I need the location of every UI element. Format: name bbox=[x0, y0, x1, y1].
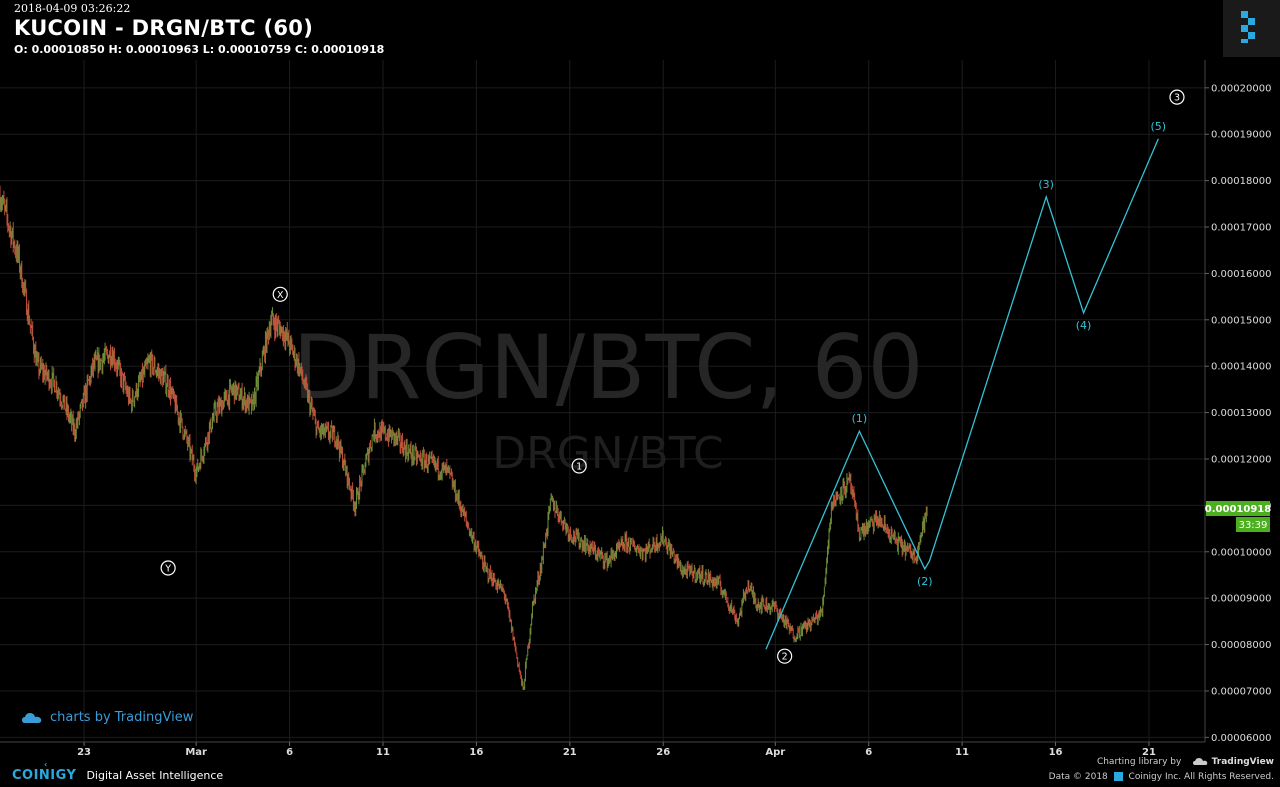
wave-label: (4) bbox=[1076, 319, 1092, 332]
copyright-year: Data © 2018 bbox=[1048, 772, 1108, 782]
y-tick-label: 0.00013000 bbox=[1211, 408, 1271, 419]
x-tick-label: 21 bbox=[1142, 747, 1156, 758]
axes bbox=[0, 60, 1206, 743]
last-price-tag: 0.00010918 33:39 bbox=[1205, 501, 1271, 532]
y-tick-label: 0.00019000 bbox=[1211, 130, 1271, 141]
footer-branding: ‹ COINIGY Digital Asset Intelligence bbox=[12, 760, 224, 783]
y-tick-label: 0.00018000 bbox=[1211, 176, 1271, 187]
wave-marker-circle bbox=[777, 648, 793, 664]
x-tick-label: 11 bbox=[376, 747, 390, 758]
bar-countdown: 33:39 bbox=[1239, 520, 1268, 531]
x-tick-label: 26 bbox=[656, 747, 670, 758]
wave-marker-label: X bbox=[277, 290, 284, 301]
x-tick-label: 6 bbox=[286, 747, 293, 758]
y-tick-label: 0.00017000 bbox=[1211, 223, 1271, 234]
watermark-big: DRGN/BTC, 60 bbox=[293, 316, 924, 419]
x-tick-label: 6 bbox=[865, 747, 872, 758]
wave-marker-label: 1 bbox=[576, 461, 582, 472]
coinigy-caret-icon: ‹ bbox=[44, 760, 48, 769]
tradingview-link[interactable]: TradingView bbox=[1211, 757, 1274, 767]
x-tick-label: 23 bbox=[77, 747, 91, 758]
wave-label: (2) bbox=[917, 575, 933, 588]
coinigy-small-icon bbox=[1113, 772, 1123, 781]
tradingview-badge[interactable]: charts by TradingView bbox=[22, 710, 193, 725]
coinigy-logo-box[interactable] bbox=[1223, 0, 1280, 57]
ohlc-readout: O: 0.00010850 H: 0.00010963 L: 0.0001075… bbox=[14, 43, 385, 56]
y-tick-label: 0.00016000 bbox=[1211, 269, 1271, 280]
coinigy-logo-icon bbox=[1241, 11, 1255, 43]
wave-marker-circle bbox=[160, 560, 176, 576]
candles bbox=[0, 185, 928, 691]
watermark: DRGN/BTC, 60 DRGN/BTC bbox=[293, 316, 924, 479]
y-tick-label: 0.00015000 bbox=[1211, 315, 1271, 326]
chart-title: KUCOIN - DRGN/BTC (60) bbox=[14, 16, 314, 40]
y-tick-label: 0.00012000 bbox=[1211, 454, 1271, 465]
y-tick-label: 0.00009000 bbox=[1211, 594, 1271, 605]
tradingview-badge-text: charts by TradingView bbox=[50, 710, 194, 725]
tradingview-cloud-icon bbox=[1192, 758, 1208, 765]
copyright-text: Coinigy Inc. All Rights Reserved. bbox=[1128, 772, 1274, 782]
y-tick-label: 0.00008000 bbox=[1211, 640, 1271, 651]
coinigy-text: COINIGY bbox=[12, 768, 77, 783]
countdown-bg bbox=[1236, 517, 1270, 532]
y-tick-label: 0.00007000 bbox=[1211, 686, 1271, 697]
price-axis[interactable]: 0.00020000 0.00019000 0.00018000 0.00017000… bbox=[1205, 83, 1271, 744]
wave-annotations: X Y 1 2 3 bbox=[160, 89, 1185, 664]
elliott-wave-projection: (1) (2) (3) (4) (5) bbox=[765, 120, 1166, 650]
charting-library-label: Charting library by bbox=[1096, 757, 1182, 767]
wave-label: (1) bbox=[852, 412, 868, 425]
coinigy-wordmark[interactable]: ‹ COINIGY bbox=[12, 760, 77, 783]
wave-marker-circle bbox=[272, 286, 288, 302]
y-tick-label: 0.00020000 bbox=[1211, 83, 1271, 94]
grid bbox=[0, 60, 1205, 742]
tagline: Digital Asset Intelligence bbox=[86, 769, 224, 782]
x-tick-label: 11 bbox=[955, 747, 969, 758]
wave-marker-label: 3 bbox=[1174, 93, 1180, 104]
footer-credits: Charting library by TradingView Data © 2… bbox=[1049, 755, 1274, 785]
wave-label: (5) bbox=[1150, 120, 1166, 133]
watermark-small: DRGN/BTC bbox=[492, 428, 724, 479]
x-tick-label: 16 bbox=[469, 747, 483, 758]
y-tick-label: 0.00014000 bbox=[1211, 362, 1271, 373]
cloud-icon bbox=[22, 712, 42, 723]
y-tick-label: 0.00010000 bbox=[1211, 547, 1271, 558]
y-tick-label: 0.00006000 bbox=[1211, 733, 1271, 744]
last-price-bg bbox=[1206, 501, 1270, 516]
wave-marker-label: Y bbox=[164, 564, 171, 575]
wave-line bbox=[765, 138, 1159, 650]
wave-label: (3) bbox=[1038, 178, 1054, 191]
x-tick-label: 16 bbox=[1049, 747, 1063, 758]
x-tick-label: 21 bbox=[563, 747, 577, 758]
timestamp: 2018-04-09 03:26:22 bbox=[14, 2, 131, 15]
wave-marker-label: 2 bbox=[782, 652, 788, 663]
x-tick-label: Apr bbox=[765, 747, 785, 758]
last-price-value: 0.00010918 bbox=[1205, 504, 1271, 515]
time-axis[interactable]: 23 Mar 6 11 16 21 26 Apr 6 11 16 21 bbox=[77, 742, 1156, 758]
chart-header: 2018-04-09 03:26:22 KUCOIN - DRGN/BTC (6… bbox=[14, 2, 384, 56]
wave-marker-circle bbox=[571, 458, 587, 474]
wave-marker-circle bbox=[1169, 89, 1185, 105]
x-tick-label: Mar bbox=[185, 747, 207, 758]
